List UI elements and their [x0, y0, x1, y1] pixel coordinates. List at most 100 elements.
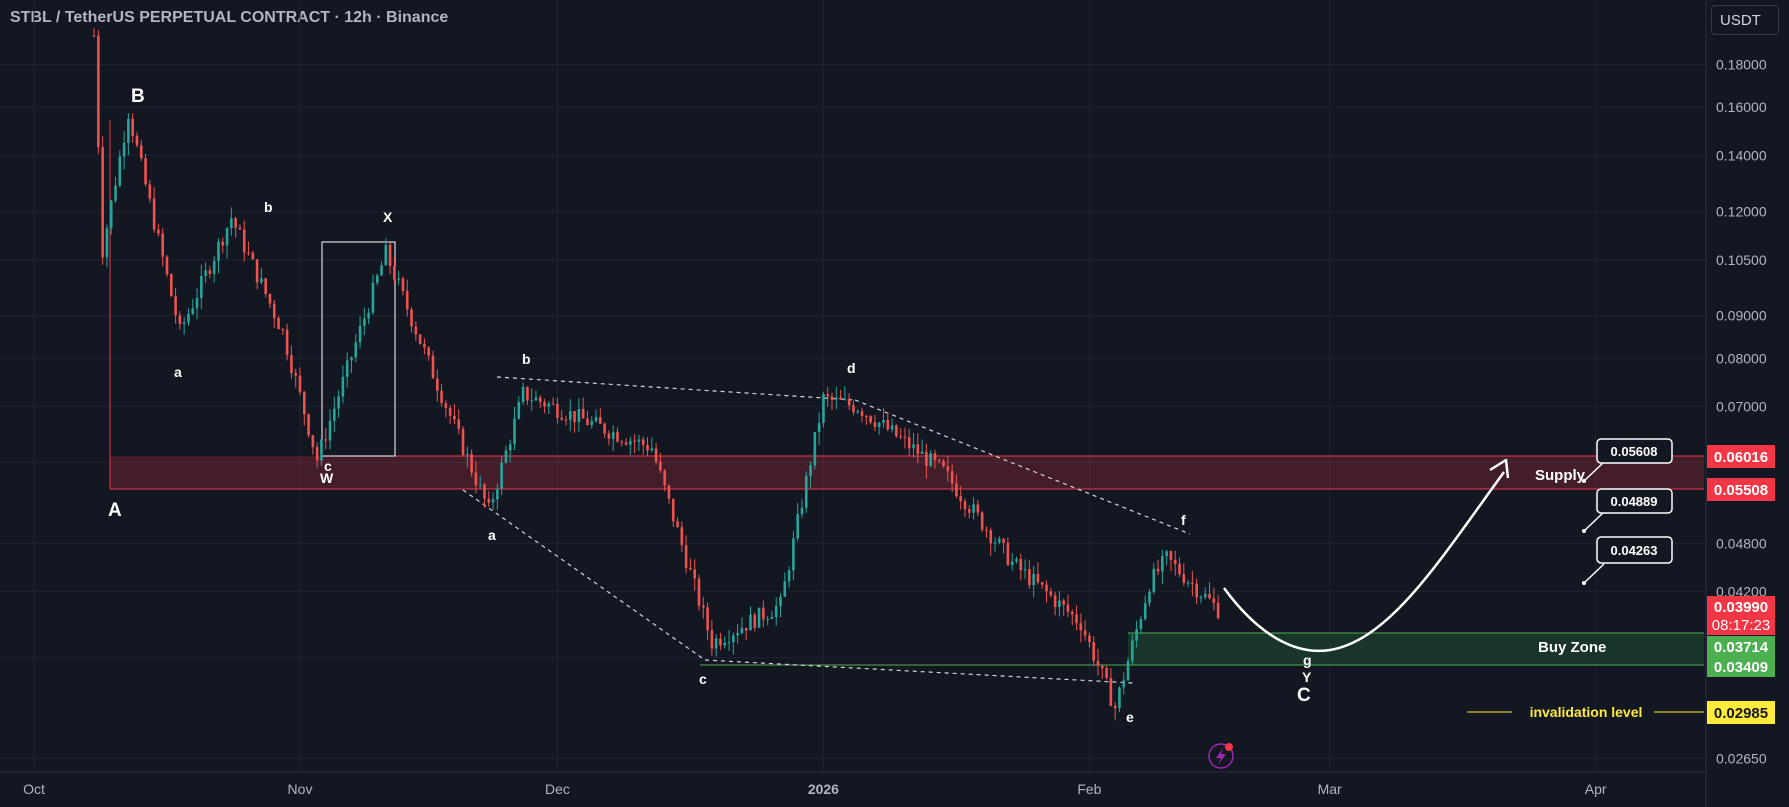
candle-body — [418, 334, 422, 344]
candle-body — [414, 326, 418, 335]
candle-body — [959, 496, 962, 502]
candle-body — [251, 252, 255, 260]
candle-body — [504, 450, 508, 463]
candle-body — [517, 402, 521, 419]
candle-body — [1092, 642, 1095, 661]
buy-zone — [1128, 633, 1704, 665]
candle-body — [573, 411, 576, 423]
candle-body — [333, 408, 336, 421]
candle-body — [538, 397, 542, 402]
candle-body — [1096, 660, 1100, 666]
candle-body — [641, 439, 645, 445]
candle-body — [620, 441, 624, 443]
candle-body — [886, 420, 890, 430]
candle-body — [744, 627, 748, 631]
candle-body — [105, 228, 109, 258]
candle-body — [813, 432, 817, 466]
candle-body — [187, 313, 190, 323]
candle-body — [1040, 582, 1044, 585]
candle-body — [521, 386, 525, 403]
candle-body — [285, 329, 289, 356]
candle-body — [560, 417, 563, 420]
candle-body — [667, 485, 671, 499]
candle-body — [950, 471, 954, 484]
candle-body — [1182, 574, 1186, 583]
wave-label-c2: c — [699, 671, 707, 687]
wave-label-b2: b — [522, 351, 531, 367]
candle-body — [384, 244, 388, 266]
candle-body — [242, 229, 246, 253]
candle-body — [1173, 559, 1177, 564]
wave-label-W: W — [320, 470, 334, 486]
projection-curve — [1222, 471, 1506, 653]
candle-body — [633, 440, 636, 442]
candle-body — [835, 397, 838, 400]
candle-body — [770, 617, 774, 619]
candle-body — [109, 200, 113, 229]
candle-body — [1019, 558, 1023, 571]
candle-body — [144, 158, 147, 185]
target-2-box — [1596, 488, 1673, 514]
candle-body — [895, 425, 898, 437]
currency-button[interactable]: USDT — [1711, 5, 1779, 35]
candle-body — [345, 360, 349, 377]
candle-body — [800, 507, 804, 515]
candle-body — [161, 233, 164, 257]
candle-body — [238, 227, 242, 230]
candle-body — [260, 278, 263, 283]
candle-body — [1148, 591, 1151, 604]
tag-buy-top: 0.03714 — [1714, 639, 1769, 656]
candle-body — [195, 298, 199, 309]
wave-label-g: g — [1303, 652, 1312, 668]
candle-body — [1079, 623, 1083, 631]
candle-body — [1156, 568, 1160, 572]
candle-body — [1208, 593, 1211, 599]
candle-body — [410, 309, 413, 327]
time-axis-label: Oct — [23, 781, 45, 797]
candle-body — [903, 436, 907, 438]
wave-label-X: X — [383, 209, 393, 225]
candle-body — [732, 635, 735, 643]
candle-body — [122, 142, 126, 157]
candle-body — [624, 442, 628, 445]
candle-body — [877, 422, 881, 428]
candle-body — [856, 411, 860, 413]
candle-body — [740, 627, 744, 634]
candle-body — [148, 184, 152, 199]
candle-body — [440, 390, 443, 404]
candle-body — [453, 415, 456, 420]
candle-body — [671, 498, 675, 522]
candle-body — [307, 414, 310, 436]
candle-body — [474, 472, 478, 486]
candle-body — [303, 391, 306, 415]
candle-body — [830, 396, 834, 400]
pattern-lines — [462, 376, 1191, 684]
candle-body — [1152, 568, 1156, 592]
candle-body — [817, 422, 821, 433]
lightning-icon[interactable] — [1208, 743, 1234, 769]
candle-body — [170, 274, 173, 297]
invalidation-label: invalidation level — [1530, 704, 1643, 720]
price-tags: 0.06016 0.05508 0.03990 08:17:23 0.03714… — [1707, 445, 1775, 724]
candle-body — [1199, 597, 1203, 599]
time-axis[interactable]: Oct Nov Dec 2026 Feb Mar Apr — [23, 781, 1607, 797]
candle-body — [736, 633, 739, 636]
buy-zone-label: Buy Zone — [1538, 639, 1606, 656]
candle-body — [693, 569, 696, 579]
price-axis-label: 0.04200 — [1716, 584, 1767, 600]
candle-body — [1161, 556, 1164, 572]
time-axis-label: Nov — [288, 781, 313, 797]
candle-body — [980, 512, 984, 530]
candle-body — [1131, 640, 1134, 662]
candle-body — [753, 614, 757, 628]
candle-body — [534, 397, 538, 401]
candle-body — [427, 347, 430, 356]
price-axis-label: 0.14000 — [1716, 148, 1767, 164]
candle-body — [178, 315, 182, 324]
candle-body — [822, 394, 825, 423]
candle-body — [865, 415, 868, 417]
candle-body — [976, 504, 980, 513]
candle-body — [1045, 584, 1048, 592]
candle-body — [646, 444, 649, 451]
